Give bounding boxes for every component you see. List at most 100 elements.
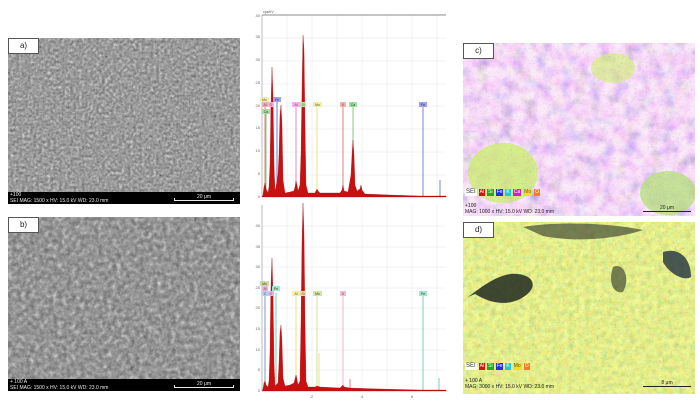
svg-text:2: 2 [311,199,314,200]
svg-text:Ca: Ca [351,103,356,107]
svg-text:Al: Al [263,287,266,291]
map-info-line2: MAG: 1000 x HV: 15.0 kV WD: 23.0 mm [465,209,555,215]
legend-fe: Fe [495,189,504,196]
svg-text:K: K [342,292,345,296]
svg-text:25: 25 [256,80,261,85]
map-info-line2: MAG: 3000 x HV: 15.0 kV WD: 23.0 mm [465,384,555,390]
scale-bar-c: 20 μm [643,205,691,212]
svg-text:10: 10 [256,347,261,352]
sem-info-line2: SEI MAG: 1500 x HV: 15.0 kV WD: 23.0 mm [10,385,109,391]
map-texture-c [463,43,695,216]
svg-text:K: K [342,103,345,107]
svg-text:40: 40 [256,223,261,228]
panel-label-c: c) [463,43,494,59]
legend-mo: Mo [523,189,533,196]
svg-text:Si: Si [301,292,304,296]
scale-bar-line [643,211,691,212]
panel-label-b: b) [8,217,39,233]
svg-text:6: 6 [411,199,414,200]
eds-spectrum-bottom: 0 5 10 15 20 25 30 35 40 2 4 6 [250,203,450,401]
svg-text:Al: Al [294,103,297,107]
sem-texture-a [8,38,240,204]
legend-mo: Mo [512,363,522,370]
svg-text:25: 25 [256,285,261,290]
sem-info-line1: +100 [10,192,22,198]
svg-text:Mo: Mo [315,292,320,296]
svg-text:5: 5 [258,367,261,372]
spectrum-trace-bottom [261,203,447,392]
scale-bar-label: 8 μm [661,380,673,386]
svg-text:0: 0 [258,194,261,199]
legend-fe: Fe [495,363,504,370]
svg-text:2: 2 [311,394,314,399]
svg-text:Fe: Fe [421,103,425,107]
sem-info-line2: SEI MAG: 1500 x HV: 15.0 kV WD: 23.0 mm [10,198,109,204]
svg-text:Mo: Mo [315,103,320,107]
scale-bar-b: 20 μm [174,381,234,388]
sem-image-b: b) + 100 A SEI MAG: 1500 x HV: 15.0 kV W… [8,217,240,391]
svg-text:Si: Si [301,103,304,107]
svg-text:Al: Al [263,103,266,107]
sem-texture-b [8,217,240,391]
svg-text:C: C [264,292,267,296]
svg-text:Ca: Ca [264,110,269,114]
map-info-c: +100 MAG: 1000 x HV: 15.0 kV WD: 23.0 mm [465,203,554,215]
svg-text:Fe: Fe [421,292,425,296]
svg-text:Mo: Mo [262,282,267,286]
svg-text:Al: Al [294,292,297,296]
svg-text:Mo: Mo [262,98,267,102]
scale-bar-line [174,385,234,388]
svg-text:30: 30 [256,57,261,62]
panel-label-d: d) [463,222,494,238]
svg-text:30: 30 [256,264,261,269]
svg-text:4: 4 [361,394,364,399]
scale-bar-line [174,198,234,201]
svg-text:0: 0 [258,388,261,393]
legend-sei: SEI [465,363,477,370]
legend-ca: Ca [512,189,522,196]
map-info-line1: +100 [465,203,477,209]
legend-al: Al [478,363,486,370]
map-info-line1: + 100 A [465,378,483,384]
eds-map-d: d) SEI Al Si Fe K Mo O + 100 A MAG: 3000… [463,222,695,394]
spectrum-trace-top [261,34,447,198]
svg-text:5: 5 [258,171,261,176]
svg-text:40: 40 [256,13,261,18]
sem-info-bar-a: +100 SEI MAG: 1500 x HV: 15.0 kV WD: 23.… [8,192,240,204]
map-legend-c: SEI Al Si Fe K Ca Mo O [465,189,541,196]
legend-o: O [523,363,530,370]
svg-text:15: 15 [256,125,261,130]
svg-text:20: 20 [256,103,261,108]
svg-text:35: 35 [256,244,261,249]
legend-sei: SEI [465,189,477,196]
legend-si: Si [487,189,494,196]
scale-bar-label: 20 μm [660,205,674,211]
legend-al: Al [478,189,486,196]
panel-label-a: a) [8,38,39,54]
svg-text:Fe: Fe [274,287,278,291]
svg-text:15: 15 [256,326,261,331]
legend-o: O [534,189,541,196]
y-unit: cps/eV [263,10,274,14]
sem-image-a: a) +100 SEI MAG: 1500 x HV: 15.0 kV WD: … [8,38,240,204]
scale-bar-a: 20 μm [174,194,234,201]
svg-text:O: O [270,103,273,107]
svg-text:O: O [270,292,273,296]
sem-info-line1: + 100 A [10,379,28,385]
sem-info-bar-b: + 100 A SEI MAG: 1500 x HV: 15.0 kV WD: … [8,379,240,391]
legend-k: K [505,363,511,370]
scale-bar-line [643,386,691,387]
eds-spectrum-top: cps/eV 0 5 10 15 20 25 30 35 40 2 4 6 [250,5,450,200]
map-legend-d: SEI Al Si Fe K Mo O [465,363,530,370]
scale-bar-label: 20 μm [197,381,211,387]
svg-text:Fe: Fe [275,98,279,102]
eds-map-c: c) SEI Al Si Fe K Ca Mo O +100 MAG: 1000… [463,43,695,216]
legend-si: Si [487,363,494,370]
svg-text:20: 20 [256,305,261,310]
svg-text:4: 4 [361,199,364,200]
svg-text:35: 35 [256,34,261,39]
svg-text:10: 10 [256,148,261,153]
svg-text:6: 6 [411,394,414,399]
scale-bar-label: 20 μm [197,194,211,200]
legend-k: K [505,189,511,196]
